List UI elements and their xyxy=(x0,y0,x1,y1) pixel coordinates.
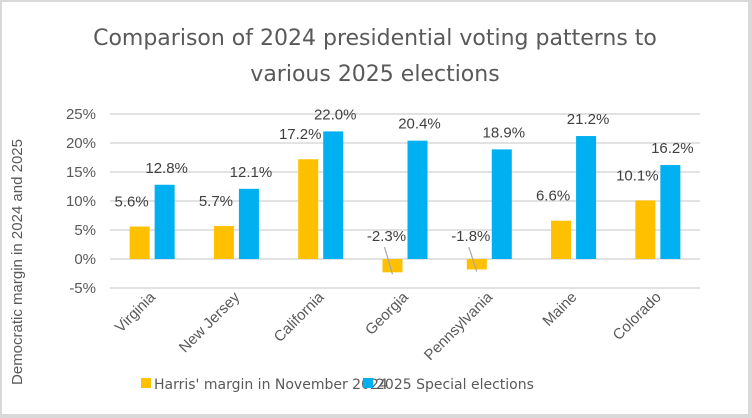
data-label: 16.2% xyxy=(651,140,694,157)
y-tick-label: 15% xyxy=(66,164,96,181)
legend-swatch-2025 xyxy=(363,378,373,388)
bar-harris-2024 xyxy=(466,259,487,270)
y-tick-label: 25% xyxy=(66,106,96,123)
data-label: 17.2% xyxy=(279,126,322,143)
data-label-leader-line xyxy=(468,246,478,272)
chart-container: Comparison of 2024 presidential voting p… xyxy=(2,2,748,414)
bar-special-2025 xyxy=(491,149,512,259)
chart-title-line-1: Comparison of 2024 presidential voting p… xyxy=(93,26,657,51)
data-label-leader-line xyxy=(383,246,394,275)
bar-special-2025 xyxy=(238,188,259,259)
data-label: 18.9% xyxy=(483,124,526,141)
x-tick-label: Virginia xyxy=(112,288,160,336)
data-label: 22.0% xyxy=(314,106,357,123)
bar-harris-2024 xyxy=(635,200,656,259)
x-tick-label: Georgia xyxy=(362,288,412,338)
y-tick-label: 20% xyxy=(66,135,96,152)
bar-special-2025 xyxy=(660,165,681,259)
data-label: 5.6% xyxy=(115,194,149,211)
bar-harris-2024 xyxy=(213,225,234,259)
legend-label-harris: Harris' margin in November 2024 xyxy=(154,377,388,393)
x-tick-label: Pennsylvania xyxy=(421,288,497,364)
bar-special-2025 xyxy=(323,131,344,259)
y-tick-label: 10% xyxy=(66,193,96,210)
data-label: 20.4% xyxy=(398,116,441,133)
x-tick-label: Maine xyxy=(539,289,580,330)
bar-harris-2024 xyxy=(298,159,319,259)
bar-harris-2024 xyxy=(551,220,572,259)
data-label: 5.7% xyxy=(199,193,233,210)
data-label: 6.6% xyxy=(536,188,570,205)
y-tick-label: 5% xyxy=(74,222,96,239)
bar-harris-2024 xyxy=(382,259,403,273)
data-label: 10.1% xyxy=(616,167,659,184)
x-tick-label: New Jersey xyxy=(176,288,244,356)
x-tick-label: Colorado xyxy=(610,289,665,344)
bar-harris-2024 xyxy=(129,226,150,259)
data-label: 21.2% xyxy=(567,111,610,128)
bar-special-2025 xyxy=(576,136,597,259)
data-label: 12.8% xyxy=(145,160,188,177)
legend: Harris' margin in November 2024 2025 Spe… xyxy=(141,377,534,393)
bar-special-2025 xyxy=(407,140,428,259)
bar-chart: Comparison of 2024 presidential voting p… xyxy=(9,26,700,393)
chart-title-line-2: various 2025 elections xyxy=(250,62,499,87)
data-label: -1.8% xyxy=(451,228,490,245)
x-tick-label: California xyxy=(271,288,328,345)
data-label: -2.3% xyxy=(367,228,406,245)
data-label: 12.1% xyxy=(230,164,273,181)
legend-swatch-harris xyxy=(141,378,151,388)
y-tick-label: 0% xyxy=(74,251,96,268)
legend-label-2025: 2025 Special elections xyxy=(376,377,534,393)
y-tick-label: -5% xyxy=(69,280,96,297)
bar-special-2025 xyxy=(154,184,175,259)
y-axis-label: Democratic margin in 2024 and 2025 xyxy=(9,139,26,385)
